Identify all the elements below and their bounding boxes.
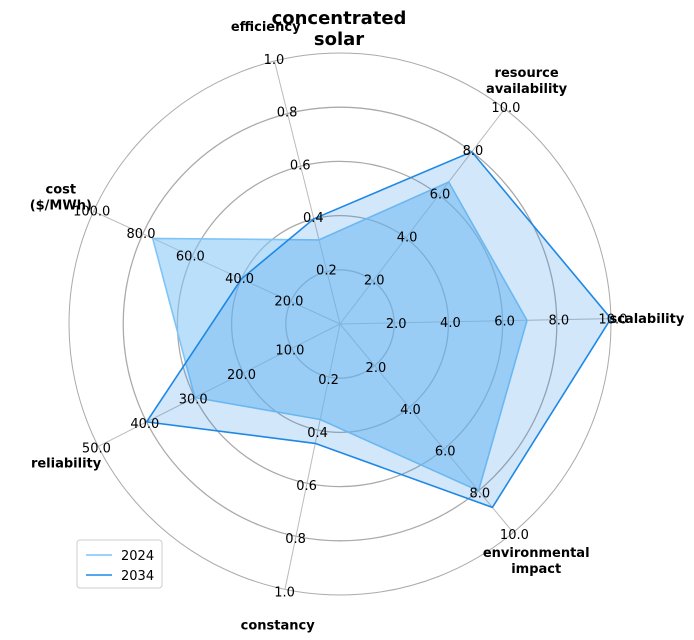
axis-label-environmental-impact: environmental impact — [483, 546, 590, 577]
tick-label-reliability-1: 10.0 — [275, 343, 304, 358]
tick-label-cost-mwh-2: 40.0 — [225, 272, 254, 287]
tick-label-cost-mwh-1: 20.0 — [274, 295, 303, 310]
tick-label-environmental-impact-1: 2.0 — [366, 361, 387, 376]
chart-legend: 2024 2034 — [76, 539, 163, 589]
tick-label-cost-mwh-5: 100.0 — [73, 205, 110, 220]
radar-tick-labels: 0.2 0.4 0.6 0.8 1.0 2.0 4.0 6.0 8.0 10.0 2.0 4.0 6.0… — [73, 53, 627, 600]
series-2034-area — [145, 150, 612, 509]
tick-label-efficiency-2: 0.4 — [303, 211, 324, 226]
tick-label-environmental-impact-2: 4.0 — [400, 403, 421, 418]
tick-label-resource-availability-5: 10.0 — [491, 101, 520, 116]
tick-label-resource-availability-3: 6.0 — [430, 187, 451, 202]
axis-label-constancy: constancy — [241, 619, 316, 634]
chart-title-text: concentrated solar — [272, 8, 407, 50]
radar-axis-labels: efficiency resource availability scalabilit… — [30, 20, 685, 634]
tick-label-resource-availability-2: 4.0 — [397, 230, 418, 245]
axis-label-efficiency: efficiency — [231, 20, 301, 35]
tick-label-environmental-impact-5: 10.0 — [500, 528, 529, 543]
series-2024-area — [151, 180, 528, 492]
radar-series — [145, 150, 612, 509]
tick-label-environmental-impact-3: 6.0 — [435, 445, 456, 460]
tick-label-constancy-5: 1.0 — [274, 585, 295, 600]
tick-label-cost-mwh-4: 80.0 — [127, 227, 156, 242]
axis-label-resource-availability: resource availability — [486, 66, 568, 97]
tick-label-reliability-3: 30.0 — [179, 392, 208, 407]
tick-label-scalability-5: 10.0 — [598, 313, 627, 328]
tick-label-reliability-2: 20.0 — [227, 368, 256, 383]
tick-label-environmental-impact-4: 8.0 — [469, 486, 490, 501]
tick-label-constancy-1: 0.2 — [318, 373, 339, 388]
tick-label-resource-availability-1: 2.0 — [364, 273, 385, 288]
tick-label-constancy-2: 0.4 — [307, 426, 328, 441]
tick-label-reliability-5: 50.0 — [82, 441, 111, 456]
tick-label-scalability-4: 8.0 — [548, 314, 569, 329]
tick-label-scalability-1: 2.0 — [386, 317, 407, 332]
grid-ring-4 — [122, 106, 558, 542]
tick-label-scalability-3: 6.0 — [494, 315, 515, 330]
legend-label-2024: 2024 — [121, 549, 154, 564]
tick-label-efficiency-3: 0.6 — [290, 158, 311, 173]
tick-label-efficiency-5: 1.0 — [264, 53, 285, 68]
tick-label-resource-availability-4: 8.0 — [463, 144, 484, 159]
tick-label-cost-mwh-3: 60.0 — [176, 250, 205, 265]
axis-label-scalability: scalability — [609, 312, 684, 327]
tick-label-constancy-3: 0.6 — [296, 479, 317, 494]
tick-label-constancy-4: 0.8 — [285, 532, 306, 547]
grid-ring-5 — [68, 52, 612, 596]
axis-label-cost-mwh: cost ($/MWh) — [30, 182, 92, 213]
legend-box — [76, 539, 163, 589]
chart-title: concentrated solar — [272, 8, 407, 50]
tick-label-reliability-4: 40.0 — [130, 417, 159, 432]
axis-label-reliability: reliability — [31, 457, 102, 472]
tick-label-scalability-2: 4.0 — [440, 316, 461, 331]
tick-label-efficiency-4: 0.8 — [277, 106, 298, 121]
tick-label-efficiency-1: 0.2 — [316, 264, 337, 279]
legend-label-2034: 2034 — [121, 569, 154, 584]
